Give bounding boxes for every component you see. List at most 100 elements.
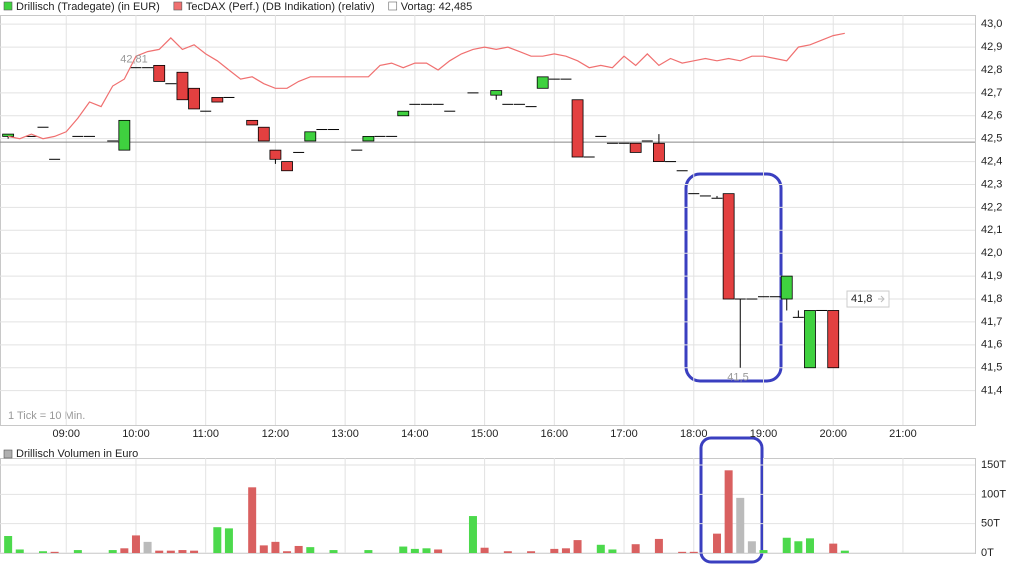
volume-bar [422, 548, 431, 553]
y-tick-label: 42,3 [981, 178, 1002, 190]
candle-body [490, 90, 503, 96]
volume-bar [108, 550, 117, 553]
volume-bar [73, 550, 82, 553]
candle-body [257, 126, 270, 142]
volume-bar [794, 541, 803, 553]
volume-bar [224, 528, 233, 553]
volume-bar [364, 550, 373, 553]
volume-bar [131, 535, 140, 553]
volume-bar [503, 551, 512, 553]
volume-bar [654, 538, 663, 553]
volume-bar [283, 551, 292, 553]
annotation-label: 42,81 [120, 54, 148, 66]
y-tick-label: 41,4 [981, 385, 1002, 397]
x-tick-label: 19:00 [750, 428, 778, 440]
candle-body [246, 119, 259, 126]
volume-bar [829, 543, 838, 553]
candle-body [281, 161, 293, 172]
x-tick-label: 21:00 [889, 428, 917, 440]
candle-body [722, 193, 735, 300]
candle-body [118, 119, 131, 151]
highlight-box [699, 436, 764, 564]
y-tick-label: 100T [981, 488, 1006, 500]
x-tick-label: 12:00 [262, 428, 290, 440]
candle-body [188, 87, 200, 110]
volume-bar [689, 551, 698, 553]
y-tick-label: 42,6 [981, 110, 1002, 122]
volume-title: Drillisch Volumen in Euro [16, 448, 138, 460]
volume-bar [608, 549, 617, 553]
y-tick-label: 150T [981, 459, 1006, 471]
volume-bar [410, 548, 419, 553]
volume-bar [143, 541, 152, 553]
candle-body [397, 110, 410, 117]
candle-body [827, 310, 840, 369]
annotation-label: 41,8 [851, 293, 872, 305]
x-tick-label: 09:00 [52, 428, 80, 440]
candle-body [211, 97, 224, 103]
volume-bar [840, 550, 849, 553]
volume-bar [480, 547, 489, 553]
x-tick-label: 10:00 [122, 428, 150, 440]
volume-bar [213, 527, 222, 553]
volume-frame [0, 458, 976, 554]
volume-bar [38, 551, 47, 553]
volume-bar [259, 545, 268, 553]
candle-body [536, 76, 549, 89]
y-tick-label: 42,5 [981, 133, 1002, 145]
y-tick-label: 42,2 [981, 201, 1002, 213]
x-tick-label: 17:00 [610, 428, 638, 440]
volume-bar [805, 538, 814, 553]
legend-label: Drillisch (Tradegate) (in EUR) [16, 1, 160, 13]
candle-body [804, 310, 816, 369]
volume-bar [166, 550, 175, 553]
volume-bar [294, 545, 303, 553]
volume-bar [399, 546, 408, 553]
y-tick-label: 41,8 [981, 293, 1002, 305]
x-tick-label: 14:00 [401, 428, 429, 440]
volume-bar [50, 551, 59, 553]
volume-bar [306, 547, 315, 553]
y-tick-label: 41,5 [981, 362, 1002, 374]
candle-body [2, 133, 15, 137]
volume-bar [178, 550, 187, 553]
x-tick-label: 20:00 [819, 428, 847, 440]
volume-bar [190, 550, 199, 553]
price-frame [0, 15, 976, 426]
x-tick-label: 15:00 [471, 428, 499, 440]
candle-body [362, 135, 375, 142]
volume-bar [678, 551, 687, 553]
legend-swatch [3, 1, 13, 11]
volume-bar [747, 541, 756, 553]
y-tick-label: 42,0 [981, 247, 1002, 259]
legend-swatch [3, 449, 13, 459]
candle-body [629, 142, 642, 153]
x-tick-label: 16:00 [541, 428, 569, 440]
x-tick-label: 18:00 [680, 428, 708, 440]
volume-bar [782, 537, 791, 553]
x-tick-label: 13:00 [331, 428, 359, 440]
y-tick-label: 41,7 [981, 316, 1002, 328]
candle-body [653, 142, 665, 162]
volume-bar [724, 470, 733, 553]
y-tick-label: 50T [981, 518, 1000, 530]
volume-bar [271, 541, 280, 553]
candle-body [304, 131, 317, 142]
tick-note: 1 Tick = 10 Min. [8, 410, 85, 422]
y-tick-label: 42,1 [981, 224, 1002, 236]
volume-bar [468, 516, 477, 553]
y-tick-label: 42,4 [981, 155, 1002, 167]
volume-bar [120, 548, 129, 553]
candle-body [269, 149, 282, 160]
y-tick-label: 42,9 [981, 41, 1002, 53]
annotation-label: 41,5 [727, 372, 748, 384]
annotation-box [846, 290, 890, 308]
candle-body [571, 99, 584, 158]
volume-bar [736, 497, 745, 553]
volume-bar [631, 544, 640, 553]
legend-label: TecDAX (Perf.) (DB Indikation) (relativ) [186, 1, 375, 13]
index-line [7, 32, 845, 140]
volume-bar [329, 550, 338, 553]
